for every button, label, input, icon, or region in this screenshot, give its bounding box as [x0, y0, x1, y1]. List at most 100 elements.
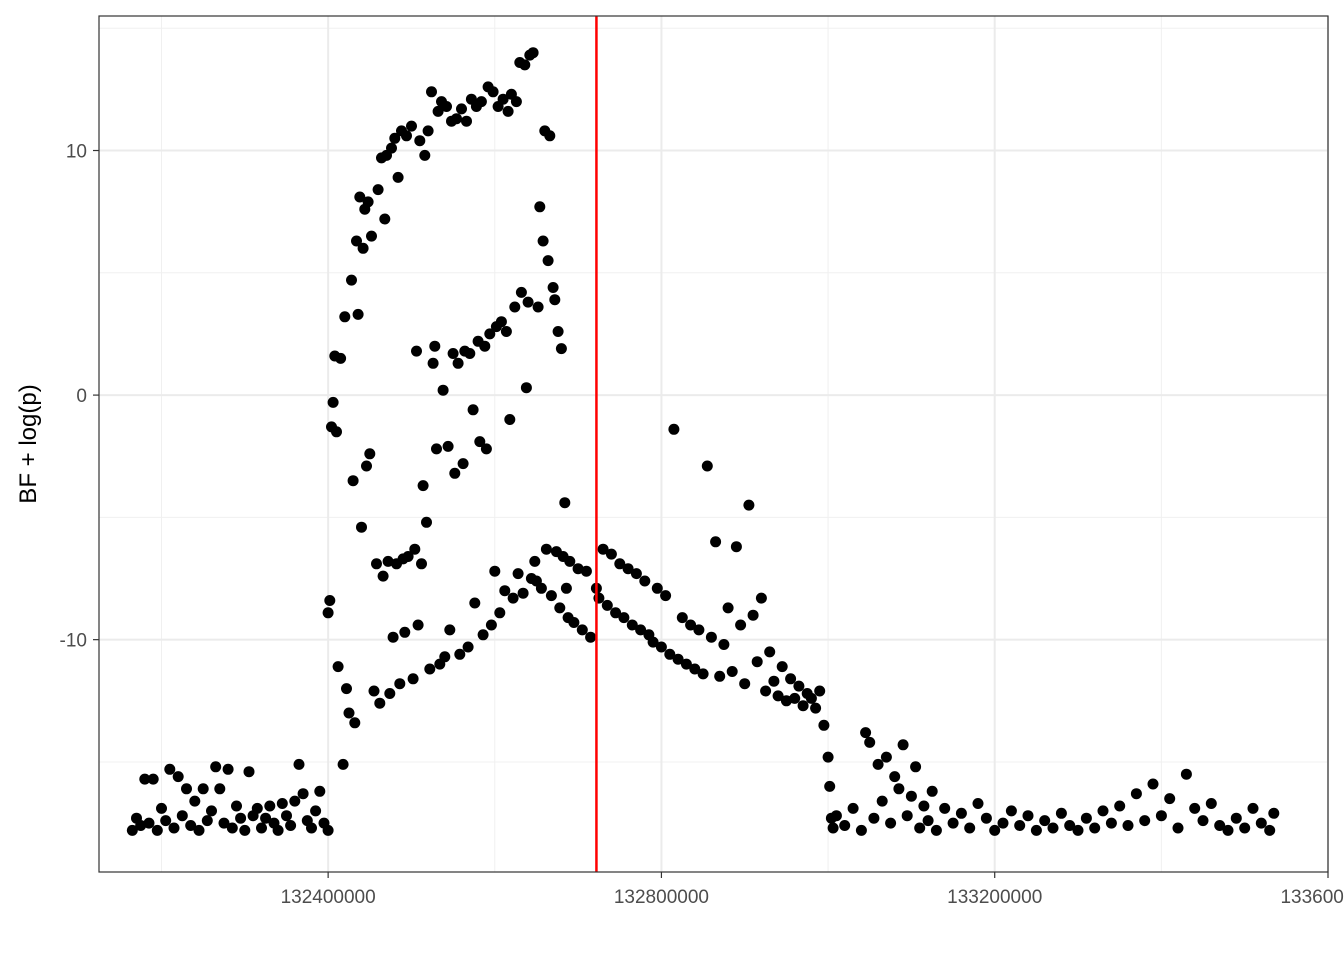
data-point [461, 115, 472, 127]
data-point [885, 817, 897, 829]
data-point [735, 619, 747, 631]
data-point [1264, 824, 1276, 836]
data-point [189, 795, 201, 807]
data-point [387, 631, 399, 643]
data-point [772, 690, 784, 702]
data-point [1164, 793, 1176, 805]
data-point [760, 685, 772, 697]
data-point [527, 47, 539, 59]
data-point [1080, 812, 1092, 824]
data-point [522, 296, 534, 308]
data-point [1172, 822, 1184, 834]
data-point [1030, 824, 1042, 836]
data-point [827, 822, 839, 834]
data-point [362, 196, 374, 208]
data-point [685, 619, 697, 631]
data-point [747, 609, 759, 621]
data-point [507, 592, 519, 604]
data-point [444, 624, 456, 636]
data-point [337, 758, 349, 770]
data-point [474, 436, 486, 448]
data-point [872, 758, 884, 770]
data-point [335, 352, 347, 364]
data-point [386, 142, 397, 154]
data-point [310, 805, 322, 817]
data-point [930, 824, 942, 836]
data-point [1072, 824, 1084, 836]
data-point [564, 555, 576, 567]
data-point [406, 120, 417, 132]
data-point [635, 624, 647, 636]
data-point [1189, 802, 1201, 814]
data-point [429, 340, 441, 352]
data-point [332, 661, 344, 673]
data-point [1064, 820, 1076, 831]
data-point [500, 326, 512, 337]
data-point [544, 130, 556, 142]
data-point [1197, 815, 1209, 827]
data-point [705, 631, 717, 643]
data-point [534, 201, 546, 213]
data-point [555, 343, 567, 355]
data-point [139, 773, 151, 785]
data-point [477, 629, 489, 641]
data-point [622, 563, 634, 575]
data-point [914, 822, 926, 834]
data-point [351, 235, 362, 247]
data-point [197, 783, 209, 795]
panel-background [99, 16, 1328, 872]
data-point [218, 817, 230, 829]
data-point [352, 308, 364, 320]
data-point [366, 230, 377, 242]
data-point [1039, 815, 1051, 827]
data-point [399, 626, 411, 638]
data-point [251, 802, 263, 814]
data-point [407, 673, 419, 685]
data-point [193, 824, 205, 836]
data-point [276, 798, 288, 809]
data-point [860, 727, 872, 739]
data-point [964, 822, 976, 834]
data-point [454, 648, 466, 660]
data-point [239, 824, 251, 836]
data-point [243, 766, 255, 778]
data-point [697, 668, 709, 680]
data-point [676, 612, 688, 624]
data-point [910, 761, 922, 773]
data-point [412, 619, 424, 631]
data-point [947, 817, 959, 829]
data-point [876, 795, 888, 807]
data-point [480, 443, 492, 455]
data-point [542, 255, 554, 267]
data-point [517, 587, 529, 599]
data-point [1130, 788, 1142, 800]
data-point [576, 624, 588, 636]
y-axis-title: BF + log(p) [15, 384, 42, 503]
data-point [368, 685, 380, 697]
data-point [495, 316, 507, 328]
data-point [1147, 778, 1159, 790]
data-point [689, 663, 701, 675]
data-point [532, 301, 544, 313]
data-point [427, 357, 439, 369]
data-point [755, 592, 767, 604]
data-point [739, 678, 751, 690]
data-point [793, 680, 805, 692]
data-point [701, 460, 713, 472]
data-point [997, 817, 1009, 829]
data-point [839, 820, 851, 831]
data-point [1239, 822, 1251, 834]
y-tick-label: 0 [76, 386, 87, 407]
data-point [409, 543, 421, 555]
data-point [1222, 824, 1234, 836]
data-point [1014, 820, 1026, 831]
data-point [346, 274, 357, 286]
data-point [126, 824, 138, 836]
data-point [421, 516, 432, 528]
data-point [322, 607, 334, 619]
data-point [422, 125, 434, 137]
data-point [1268, 807, 1280, 819]
data-point [714, 670, 726, 682]
data-point [512, 568, 524, 580]
data-point [357, 242, 369, 254]
